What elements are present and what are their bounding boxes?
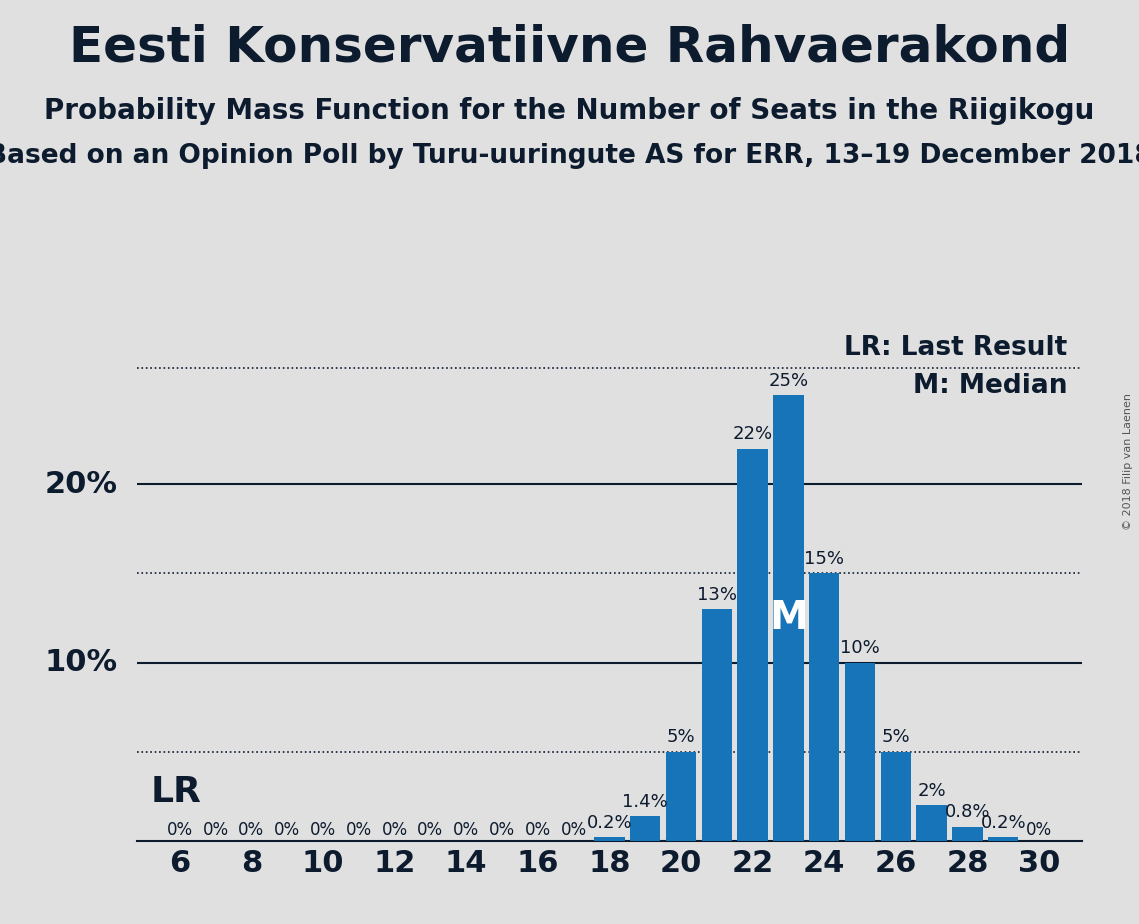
Text: 20%: 20% — [44, 469, 117, 499]
Text: 0%: 0% — [238, 821, 264, 839]
Bar — [666, 752, 696, 841]
Text: LR: Last Result: LR: Last Result — [844, 335, 1067, 361]
Text: 0%: 0% — [382, 821, 408, 839]
Text: 22%: 22% — [732, 425, 772, 444]
Text: LR: LR — [151, 774, 202, 808]
Text: Based on an Opinion Poll by Turu-uuringute AS for ERR, 13–19 December 2018: Based on an Opinion Poll by Turu-uuringu… — [0, 143, 1139, 169]
Text: 2%: 2% — [917, 782, 947, 800]
Text: 0.2%: 0.2% — [587, 814, 632, 832]
Text: 10%: 10% — [44, 648, 117, 677]
Text: 0%: 0% — [489, 821, 515, 839]
Text: M: M — [769, 599, 808, 637]
Bar — [773, 395, 804, 841]
Bar — [630, 816, 661, 841]
Text: 13%: 13% — [697, 586, 737, 603]
Bar — [595, 837, 624, 841]
Bar — [988, 837, 1018, 841]
Text: 5%: 5% — [882, 728, 910, 747]
Text: 0%: 0% — [166, 821, 192, 839]
Bar — [845, 663, 875, 841]
Text: 0%: 0% — [1026, 821, 1052, 839]
Bar — [952, 827, 983, 841]
Text: 0%: 0% — [417, 821, 443, 839]
Text: Probability Mass Function for the Number of Seats in the Riigikogu: Probability Mass Function for the Number… — [44, 97, 1095, 125]
Text: 10%: 10% — [841, 639, 880, 657]
Bar — [702, 609, 732, 841]
Text: 0%: 0% — [345, 821, 371, 839]
Text: M: Median: M: Median — [913, 373, 1067, 399]
Bar — [809, 574, 839, 841]
Bar — [880, 752, 911, 841]
Text: 0.8%: 0.8% — [944, 803, 990, 821]
Bar — [917, 805, 947, 841]
Text: 0%: 0% — [310, 821, 336, 839]
Text: 0.2%: 0.2% — [981, 814, 1026, 832]
Text: 0%: 0% — [525, 821, 551, 839]
Text: 25%: 25% — [769, 371, 809, 390]
Text: © 2018 Filip van Laenen: © 2018 Filip van Laenen — [1123, 394, 1133, 530]
Text: 0%: 0% — [274, 821, 301, 839]
Text: 0%: 0% — [453, 821, 480, 839]
Text: 0%: 0% — [203, 821, 229, 839]
Text: 15%: 15% — [804, 550, 844, 568]
Text: 0%: 0% — [560, 821, 587, 839]
Text: 5%: 5% — [666, 728, 695, 747]
Text: 1.4%: 1.4% — [622, 793, 669, 810]
Text: Eesti Konservatiivne Rahvaerakond: Eesti Konservatiivne Rahvaerakond — [68, 23, 1071, 71]
Bar — [737, 448, 768, 841]
